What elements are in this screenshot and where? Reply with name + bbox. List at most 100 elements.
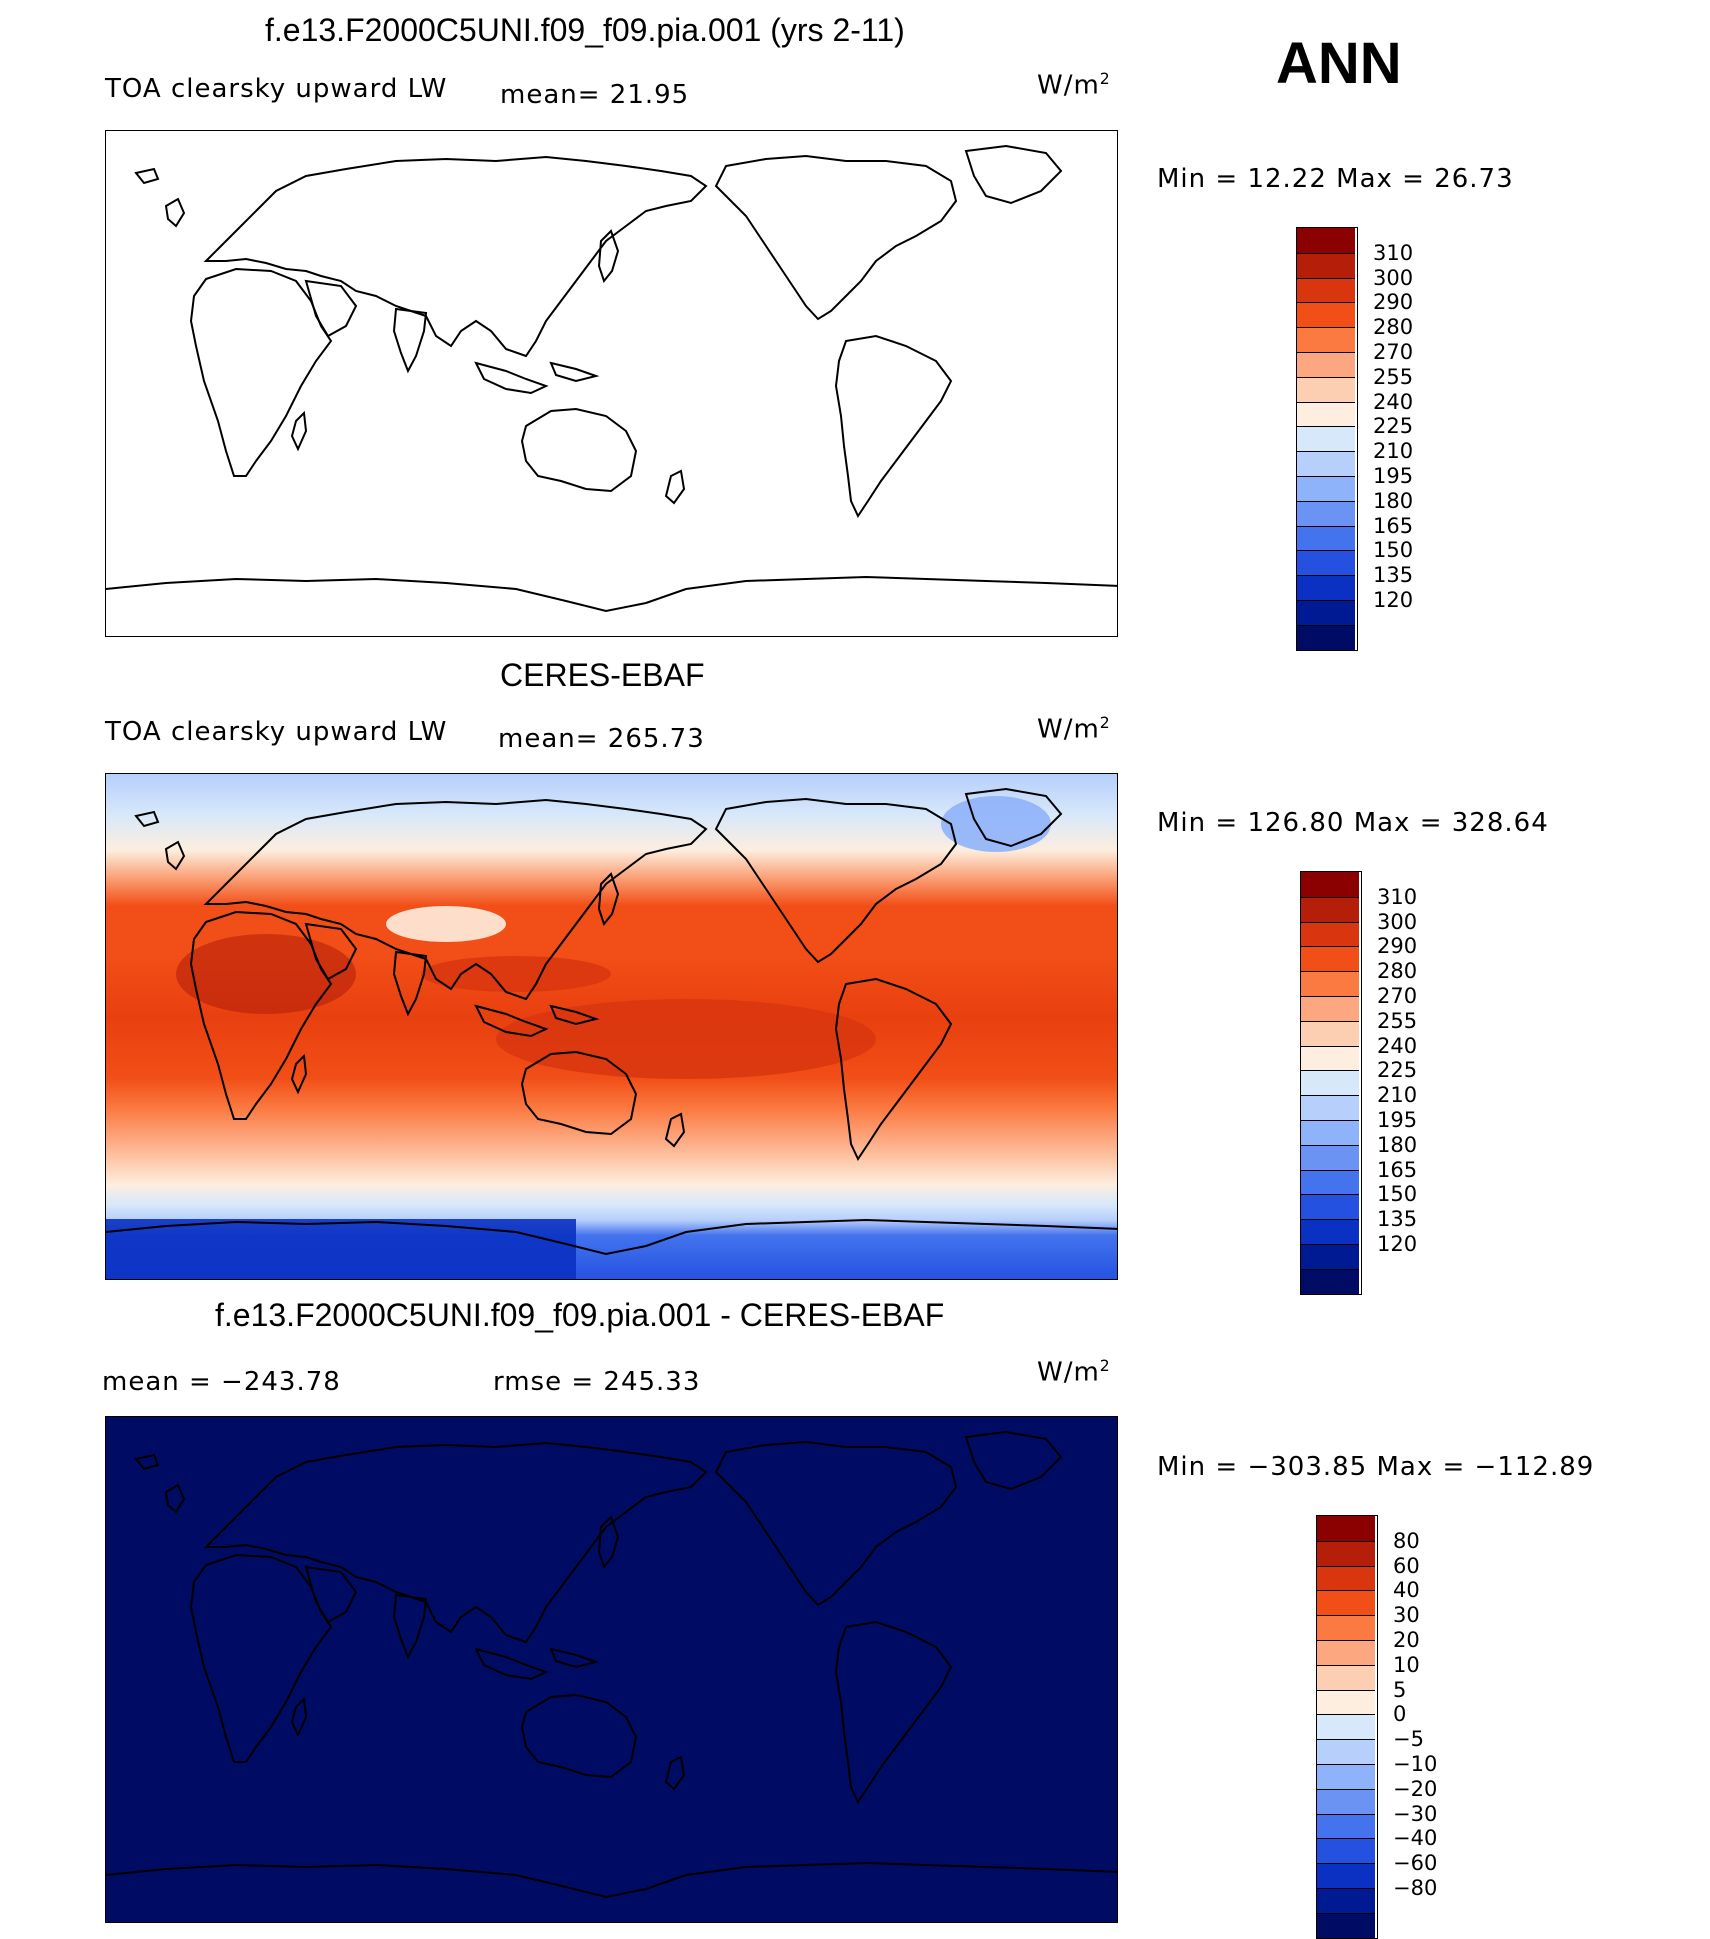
colorbar-cell bbox=[1317, 1764, 1375, 1789]
colorbar-tick-label: −40 bbox=[1393, 1826, 1438, 1851]
colorbar-tick-label: 310 bbox=[1373, 240, 1414, 265]
colorbar-tick-label: −5 bbox=[1393, 1727, 1424, 1752]
coastline-path bbox=[290, 1053, 308, 1095]
coastline-path bbox=[520, 407, 638, 493]
colorbar-cell bbox=[1301, 1268, 1359, 1294]
colorbar-cell bbox=[1297, 228, 1355, 253]
panel-2-mean: mean= 265.73 bbox=[498, 724, 705, 754]
panel-2-variable-label: TOA clearsky upward LW bbox=[105, 717, 448, 747]
colorbar-tick-label: −30 bbox=[1393, 1801, 1438, 1826]
panel-2-map-canvas bbox=[106, 774, 1117, 1279]
coastline-path bbox=[549, 361, 600, 383]
colorbar-tick-label: −60 bbox=[1393, 1851, 1438, 1876]
panel-2-colorbar: 310 300 290 280 270 255 240 225 210 195 180 165 150 1… bbox=[1300, 871, 1417, 1295]
colorbar-cell bbox=[1317, 1813, 1375, 1839]
colorbar-cell bbox=[1317, 1863, 1375, 1888]
coastline-path bbox=[964, 787, 1063, 848]
panel-3-map-canvas bbox=[106, 1417, 1117, 1922]
colorbar-tick-label: 80 bbox=[1393, 1528, 1420, 1553]
colorbar-tick-label: 180 bbox=[1377, 1132, 1418, 1157]
colorbar-cell bbox=[1317, 1565, 1375, 1591]
colorbar-cell bbox=[1301, 1070, 1359, 1096]
colorbar-cell bbox=[1297, 550, 1355, 576]
colorbar-cell bbox=[1301, 1219, 1359, 1244]
coastline-path bbox=[106, 1861, 1117, 1899]
coastline-path bbox=[474, 1647, 549, 1681]
colorbar-tick-label: 195 bbox=[1377, 1108, 1418, 1132]
colorbar-cell bbox=[1301, 1020, 1359, 1046]
colorbar-tick-label: 120 bbox=[1377, 1232, 1418, 1256]
colorbar-cell bbox=[1317, 1714, 1375, 1740]
colorbar-tick-label: 290 bbox=[1377, 934, 1418, 959]
colorbar-tick-label: 180 bbox=[1373, 488, 1414, 513]
colorbar-cell bbox=[1301, 1169, 1359, 1195]
colorbar-tick-label: 10 bbox=[1393, 1652, 1420, 1677]
colorbar-tick-label: 300 bbox=[1377, 909, 1418, 934]
colorbar-cell bbox=[1301, 896, 1359, 922]
colorbar-tick-label: 60 bbox=[1393, 1553, 1420, 1578]
panel-1-mean: mean= 21.95 bbox=[500, 80, 690, 110]
coastline-path bbox=[714, 154, 958, 321]
colorbar-cell bbox=[1297, 575, 1355, 600]
panel-1-map bbox=[105, 130, 1118, 637]
coastline-path bbox=[520, 1693, 638, 1779]
coastline-path bbox=[290, 410, 308, 452]
coastline-path bbox=[290, 1696, 308, 1738]
colorbar-cell bbox=[1301, 1144, 1359, 1170]
colorbar-cell bbox=[1317, 1739, 1375, 1764]
coastline-path bbox=[203, 1441, 708, 1644]
colorbar-tick-label: 225 bbox=[1373, 414, 1414, 439]
colorbar-tick-label: 120 bbox=[1373, 588, 1414, 612]
coastline-path bbox=[189, 1553, 333, 1763]
coastline-path bbox=[392, 950, 428, 1017]
coastline-path bbox=[664, 469, 686, 505]
coastline-path bbox=[106, 1218, 1117, 1256]
coastline-path bbox=[834, 334, 953, 519]
colorbar-tick-label: 0 bbox=[1393, 1702, 1407, 1727]
panel-1-coastlines bbox=[106, 144, 1117, 613]
panel-3-map bbox=[105, 1416, 1118, 1923]
coastline-path bbox=[203, 155, 708, 358]
colorbar-tick-label: 280 bbox=[1373, 315, 1414, 340]
panel-2-sahara-warm bbox=[176, 934, 356, 1014]
colorbar-cell bbox=[1317, 1516, 1375, 1541]
colorbar-tick-label: 290 bbox=[1373, 290, 1414, 315]
coastline-path bbox=[834, 977, 953, 1162]
season-label: ANN bbox=[1276, 31, 1402, 96]
coastline-path bbox=[304, 1565, 358, 1624]
panel-1-variable-label: TOA clearsky upward LW bbox=[105, 74, 448, 104]
colorbar-tick-label: 280 bbox=[1377, 959, 1418, 984]
colorbar-tick-label: 165 bbox=[1377, 1157, 1418, 1182]
colorbar-tick-label: 30 bbox=[1393, 1603, 1420, 1628]
colorbar-cell bbox=[1297, 525, 1355, 551]
coastline-path bbox=[164, 1483, 186, 1514]
colorbar-cell bbox=[1301, 872, 1359, 897]
colorbar-cell bbox=[1317, 1664, 1375, 1690]
coastline-path bbox=[134, 167, 160, 185]
coastline-path bbox=[203, 798, 708, 1001]
coastline-path bbox=[189, 910, 333, 1120]
coastline-path bbox=[189, 267, 333, 477]
colorbar-cell bbox=[1317, 1838, 1375, 1864]
panel-1-map-canvas bbox=[106, 131, 1117, 636]
colorbar-tick-label: 270 bbox=[1377, 984, 1418, 1008]
colorbar-tick-label: −80 bbox=[1393, 1876, 1438, 1900]
colorbar-cell bbox=[1297, 500, 1355, 526]
coastline-path bbox=[304, 279, 358, 338]
panel-1-title: f.e13.F2000C5UNI.f09_f09.pia.001 (yrs 2-… bbox=[265, 12, 905, 48]
colorbar-tick-label: 225 bbox=[1377, 1058, 1418, 1083]
coastline-path bbox=[664, 1112, 686, 1148]
colorbar-tick-label: 270 bbox=[1373, 340, 1414, 364]
panel-3-mean: mean = −243.78 bbox=[102, 1367, 341, 1397]
panel-3-field bbox=[106, 1417, 1117, 1922]
panel-3-rmse: rmse = 245.33 bbox=[493, 1367, 701, 1397]
colorbar-cell bbox=[1297, 624, 1355, 650]
panel-3-colorbar: 80 60 40 30 20 10 5 0 −5 −10 −20 −30 −40 −60 −80 bbox=[1316, 1515, 1437, 1939]
colorbar-cell bbox=[1297, 451, 1355, 476]
panel-1-map-background bbox=[106, 131, 1117, 636]
coastline-path bbox=[714, 797, 958, 964]
panel-1-units: W/m2 bbox=[1037, 70, 1111, 101]
coastline-path bbox=[834, 1620, 953, 1805]
colorbar-tick-label: 310 bbox=[1377, 884, 1418, 909]
colorbar-tick-label: 150 bbox=[1373, 538, 1414, 563]
